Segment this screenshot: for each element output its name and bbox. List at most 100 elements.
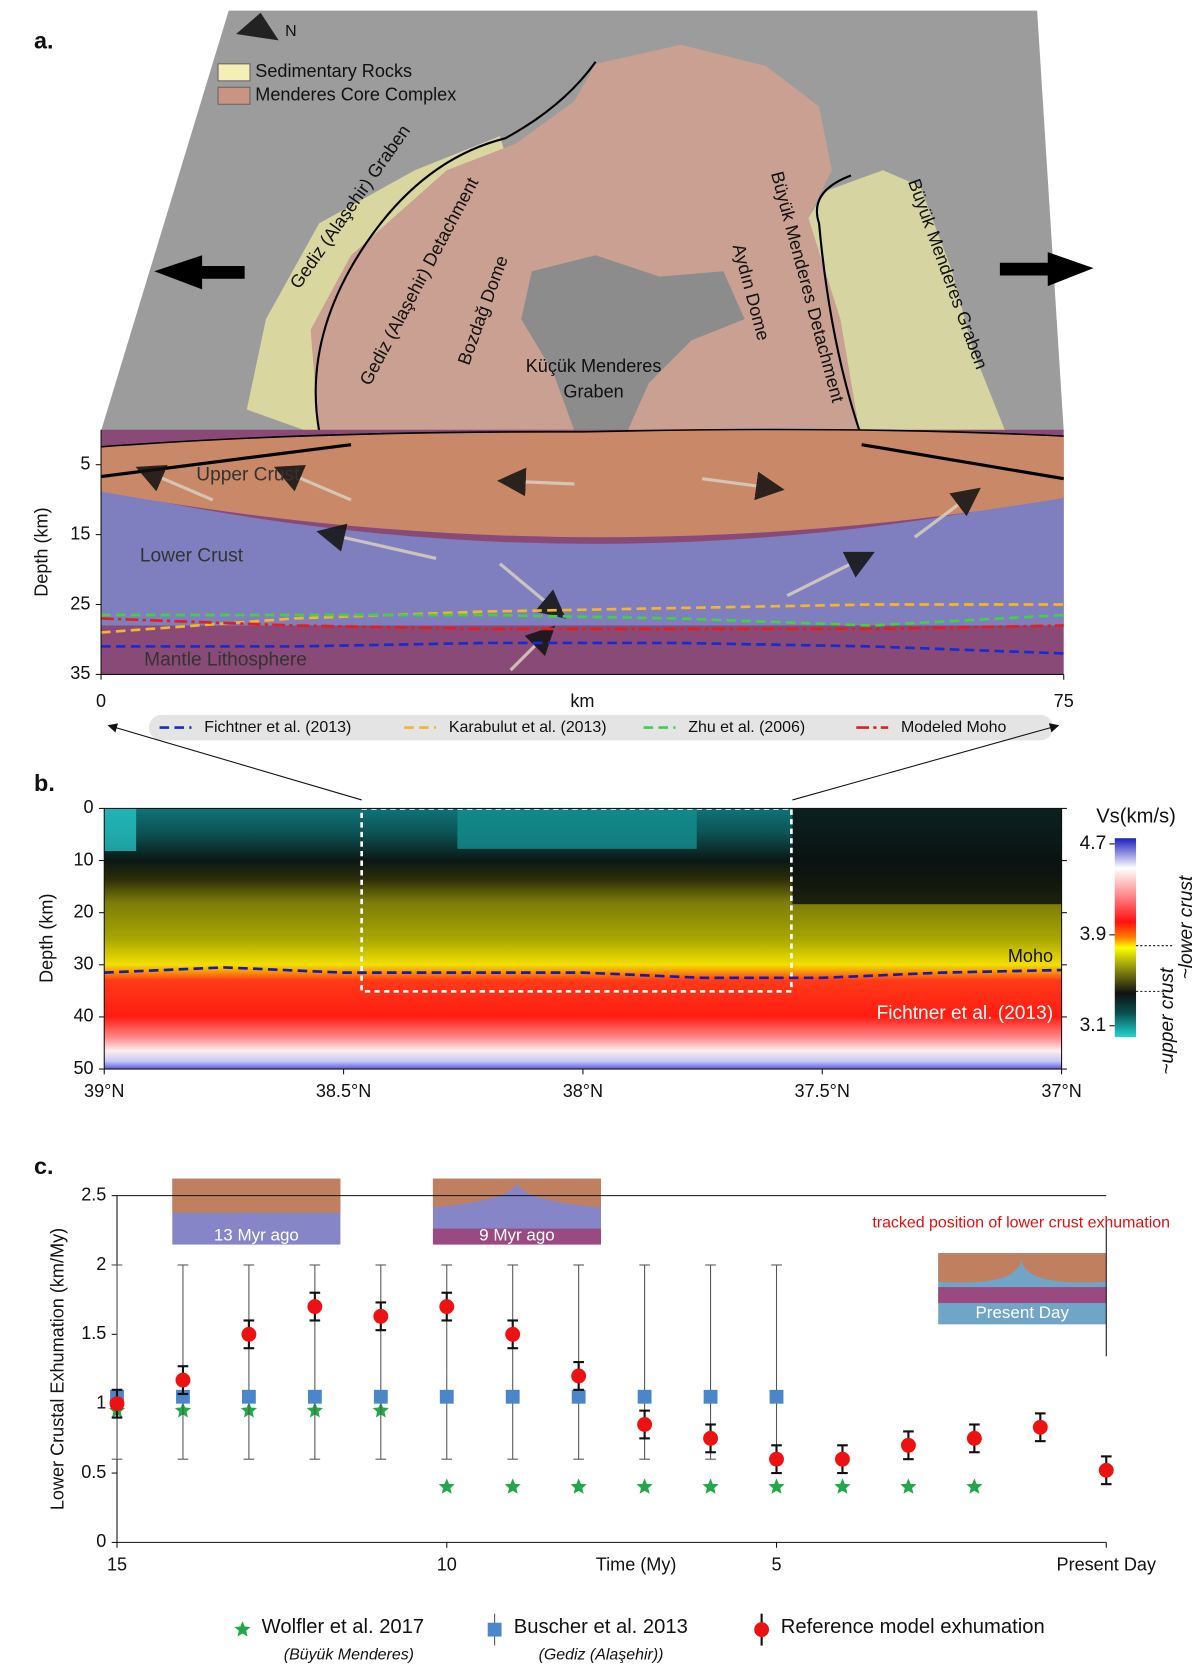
zoom-arrow xyxy=(792,723,1060,801)
y-tick-label: 10 xyxy=(73,849,93,869)
star-marker xyxy=(504,1478,521,1494)
inset-label: 9 Myr ago xyxy=(479,1226,555,1245)
legend-label: Karabulut et al. (2013) xyxy=(449,719,607,736)
star-marker xyxy=(900,1478,917,1494)
x-tick-label: 0 xyxy=(96,691,106,711)
star-marker xyxy=(768,1478,785,1494)
y-tick-label: 30 xyxy=(73,954,93,974)
extension-arrow-west xyxy=(154,255,245,290)
velocity-field xyxy=(104,807,1173,1070)
error-bar xyxy=(375,1264,387,1460)
x-tick-label: 38.5°N xyxy=(316,1081,371,1101)
circle-marker xyxy=(966,1430,982,1446)
x-tick-label: 37.5°N xyxy=(795,1081,850,1101)
colorbar-note: ~lower crust xyxy=(1176,875,1197,979)
sediment-west xyxy=(246,136,506,437)
legend-box xyxy=(148,714,1054,741)
y-tick-label: 2 xyxy=(96,1254,106,1274)
moho-line xyxy=(104,966,1062,980)
colorbar xyxy=(1114,838,1137,1038)
panel-label: c. xyxy=(34,1153,54,1179)
velocity-contour xyxy=(457,808,697,849)
layer-label: Upper Crust xyxy=(196,465,300,486)
legend-label: Reference model exhumation xyxy=(781,1616,1045,1638)
y-tick-label: 1 xyxy=(96,1392,106,1412)
y-tick-label: 40 xyxy=(73,1006,93,1026)
x-tick-label: 10 xyxy=(437,1555,457,1575)
map-label: Graben xyxy=(563,381,623,401)
y-tick-label: 1.5 xyxy=(81,1323,106,1343)
circle-marker xyxy=(307,1299,323,1315)
north-arrow xyxy=(236,12,279,41)
legend-marker xyxy=(754,1622,770,1638)
legend-marker xyxy=(487,1622,502,1637)
star-marker xyxy=(702,1478,719,1494)
colorbar-tick-label: 4.7 xyxy=(1080,833,1107,854)
star-marker xyxy=(966,1478,983,1494)
panel-label: b. xyxy=(34,770,55,796)
circle-marker xyxy=(571,1368,587,1384)
star-marker xyxy=(636,1478,653,1494)
circle-marker xyxy=(1032,1419,1048,1435)
legend-label: Fichtner et al. (2013) xyxy=(204,719,351,736)
moho-label: Moho xyxy=(1008,946,1053,966)
legend-label: Sedimentary Rocks xyxy=(255,61,412,81)
colorbar-tick-label: 3.1 xyxy=(1080,1015,1107,1036)
y-tick-label: 0 xyxy=(84,797,94,817)
y-tick-label: 20 xyxy=(73,901,93,921)
circle-marker xyxy=(439,1299,455,1315)
square-marker xyxy=(241,1389,256,1404)
colorbar-label: Vs(km/s) xyxy=(1096,805,1176,827)
legend-label: Zhu et al. (2006) xyxy=(688,719,805,736)
square-marker xyxy=(571,1389,586,1404)
square-marker xyxy=(769,1389,784,1404)
inset-label: 13 Myr ago xyxy=(214,1226,299,1245)
lower-crust-layer xyxy=(101,489,1064,626)
legend-label: Menderes Core Complex xyxy=(255,85,456,105)
x-tick-label: 75 xyxy=(1054,691,1074,711)
inset-image xyxy=(432,1178,601,1208)
inset-image xyxy=(432,1228,601,1245)
velocity-contour xyxy=(104,808,137,851)
map-label: Küçük Menderes xyxy=(526,356,662,376)
star-marker xyxy=(570,1478,587,1494)
y-tick-label: 15 xyxy=(70,523,90,543)
graben-basin xyxy=(521,255,745,431)
legend-swatch xyxy=(217,63,251,82)
star-marker xyxy=(438,1478,455,1494)
y-tick-label: 2.5 xyxy=(81,1184,106,1204)
circle-marker xyxy=(835,1451,850,1467)
x-axis-label: Time (My) xyxy=(596,1555,677,1575)
circle-marker xyxy=(175,1372,191,1388)
layer-label: Mantle Lithosphere xyxy=(144,650,307,671)
circle-marker xyxy=(1098,1462,1114,1478)
x-tick-label: 5 xyxy=(771,1555,781,1575)
error-bar xyxy=(771,1264,782,1460)
zoom-arrow xyxy=(107,723,362,801)
surface-line xyxy=(100,428,1064,448)
x-tick-label: 39°N xyxy=(84,1081,124,1101)
annotation: Fichtner et al. (2013) xyxy=(877,1003,1053,1024)
y-axis-label: Depth (km) xyxy=(37,894,57,983)
y-axis-label: Depth (km) xyxy=(31,507,51,596)
y-tick-label: 0 xyxy=(96,1531,106,1551)
y-tick-label: 35 xyxy=(70,663,90,683)
circle-marker xyxy=(109,1396,125,1412)
square-marker xyxy=(307,1389,322,1404)
square-marker xyxy=(505,1389,520,1404)
north-label: N xyxy=(285,23,297,40)
x-tick-label: Present Day xyxy=(1057,1555,1156,1575)
error-bar xyxy=(243,1264,255,1460)
legend-label: Modeled Moho xyxy=(901,719,1007,736)
square-marker xyxy=(373,1389,388,1404)
colorbar-tick-label: 3.9 xyxy=(1080,924,1107,945)
circle-marker xyxy=(241,1326,257,1342)
detachment-east xyxy=(815,174,861,432)
legend-label: Buscher et al. 2013 xyxy=(514,1616,688,1638)
error-bar xyxy=(111,1264,123,1460)
x-axis-label: km xyxy=(570,691,594,711)
circle-marker xyxy=(373,1308,389,1324)
error-bar xyxy=(177,1264,189,1460)
